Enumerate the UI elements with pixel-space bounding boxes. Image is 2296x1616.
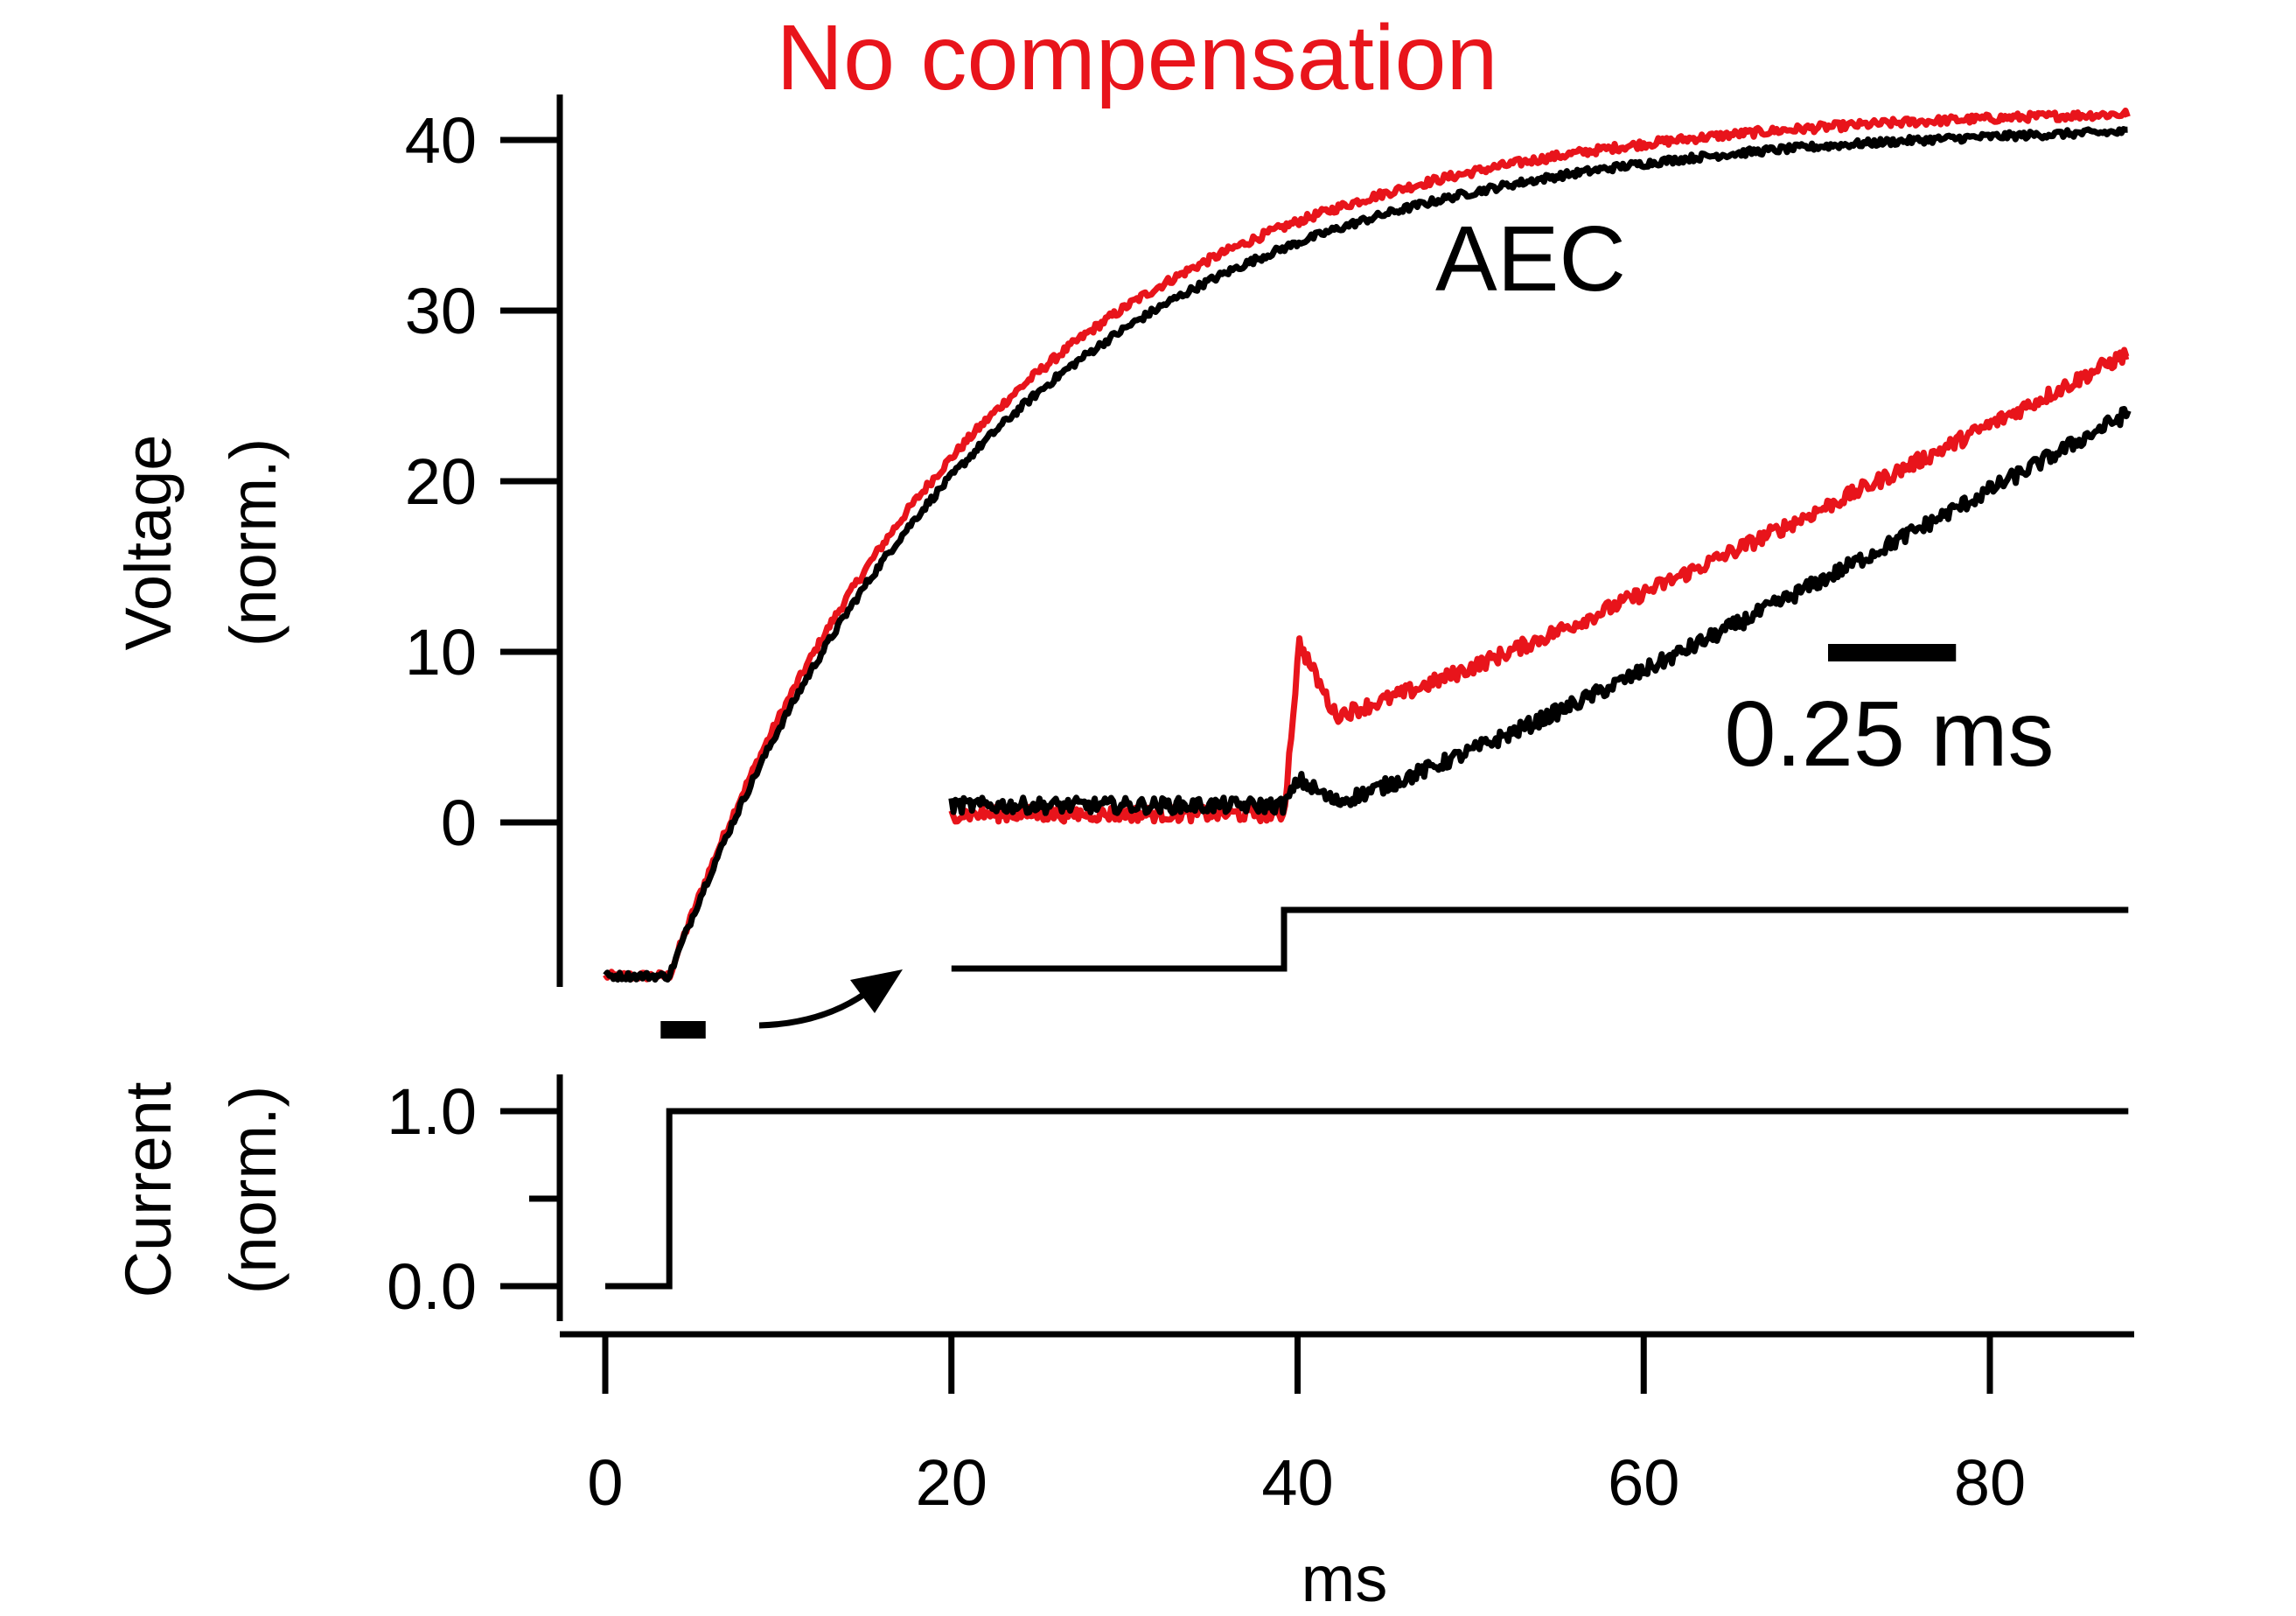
x-tick-label: 80 bbox=[1954, 1446, 2026, 1519]
x-axis-title: ms bbox=[1302, 1543, 1388, 1615]
current-ylabel-line2: (norm.) bbox=[217, 1086, 290, 1294]
voltage-trace-no-compensation bbox=[603, 108, 2131, 983]
current-ylabel-line1: Current bbox=[112, 1081, 185, 1298]
x-tick-label: 60 bbox=[1608, 1446, 1679, 1519]
voltage-ylabel-line1: Voltage bbox=[112, 435, 185, 651]
zoom-arrow-head bbox=[850, 969, 903, 1013]
current-y-tick-label: 0.0 bbox=[387, 1250, 477, 1323]
voltage-y-tick-label: 30 bbox=[405, 275, 477, 347]
inset-group bbox=[660, 346, 2132, 1039]
axes: 0 10 20 30 40 0.0 1.0 0 20 40 60 80 bbox=[387, 94, 2134, 1519]
inset-scale-bar-label: 0.25 ms bbox=[1724, 682, 2054, 786]
current-ylabel: Current (norm.) bbox=[112, 1081, 290, 1298]
x-tick-label: 0 bbox=[587, 1446, 623, 1519]
chart-title: No compensation bbox=[777, 6, 1498, 109]
current-y-tick-label: 1.0 bbox=[387, 1075, 477, 1148]
voltage-y-tick-label: 20 bbox=[405, 445, 477, 518]
current-step-trace bbox=[605, 1108, 2129, 1290]
zoom-arrow-shaft bbox=[758, 990, 869, 1029]
inset-current-step bbox=[951, 906, 2129, 972]
voltage-ylabel-line2: (norm.) bbox=[217, 438, 290, 647]
voltage-y-tick-label: 40 bbox=[405, 104, 477, 177]
inset-trace-aec bbox=[948, 406, 2132, 816]
aec-series-label: AEC bbox=[1435, 207, 1626, 311]
voltage-y-tick-label: 0 bbox=[441, 787, 477, 859]
x-tick-label: 40 bbox=[1261, 1446, 1333, 1519]
x-tick-label: 20 bbox=[916, 1446, 987, 1519]
voltage-ylabel: Voltage (norm.) bbox=[112, 435, 290, 651]
voltage-trace-aec bbox=[603, 126, 2129, 983]
voltage-y-tick-label: 10 bbox=[405, 616, 477, 689]
series-group bbox=[603, 108, 2131, 1290]
